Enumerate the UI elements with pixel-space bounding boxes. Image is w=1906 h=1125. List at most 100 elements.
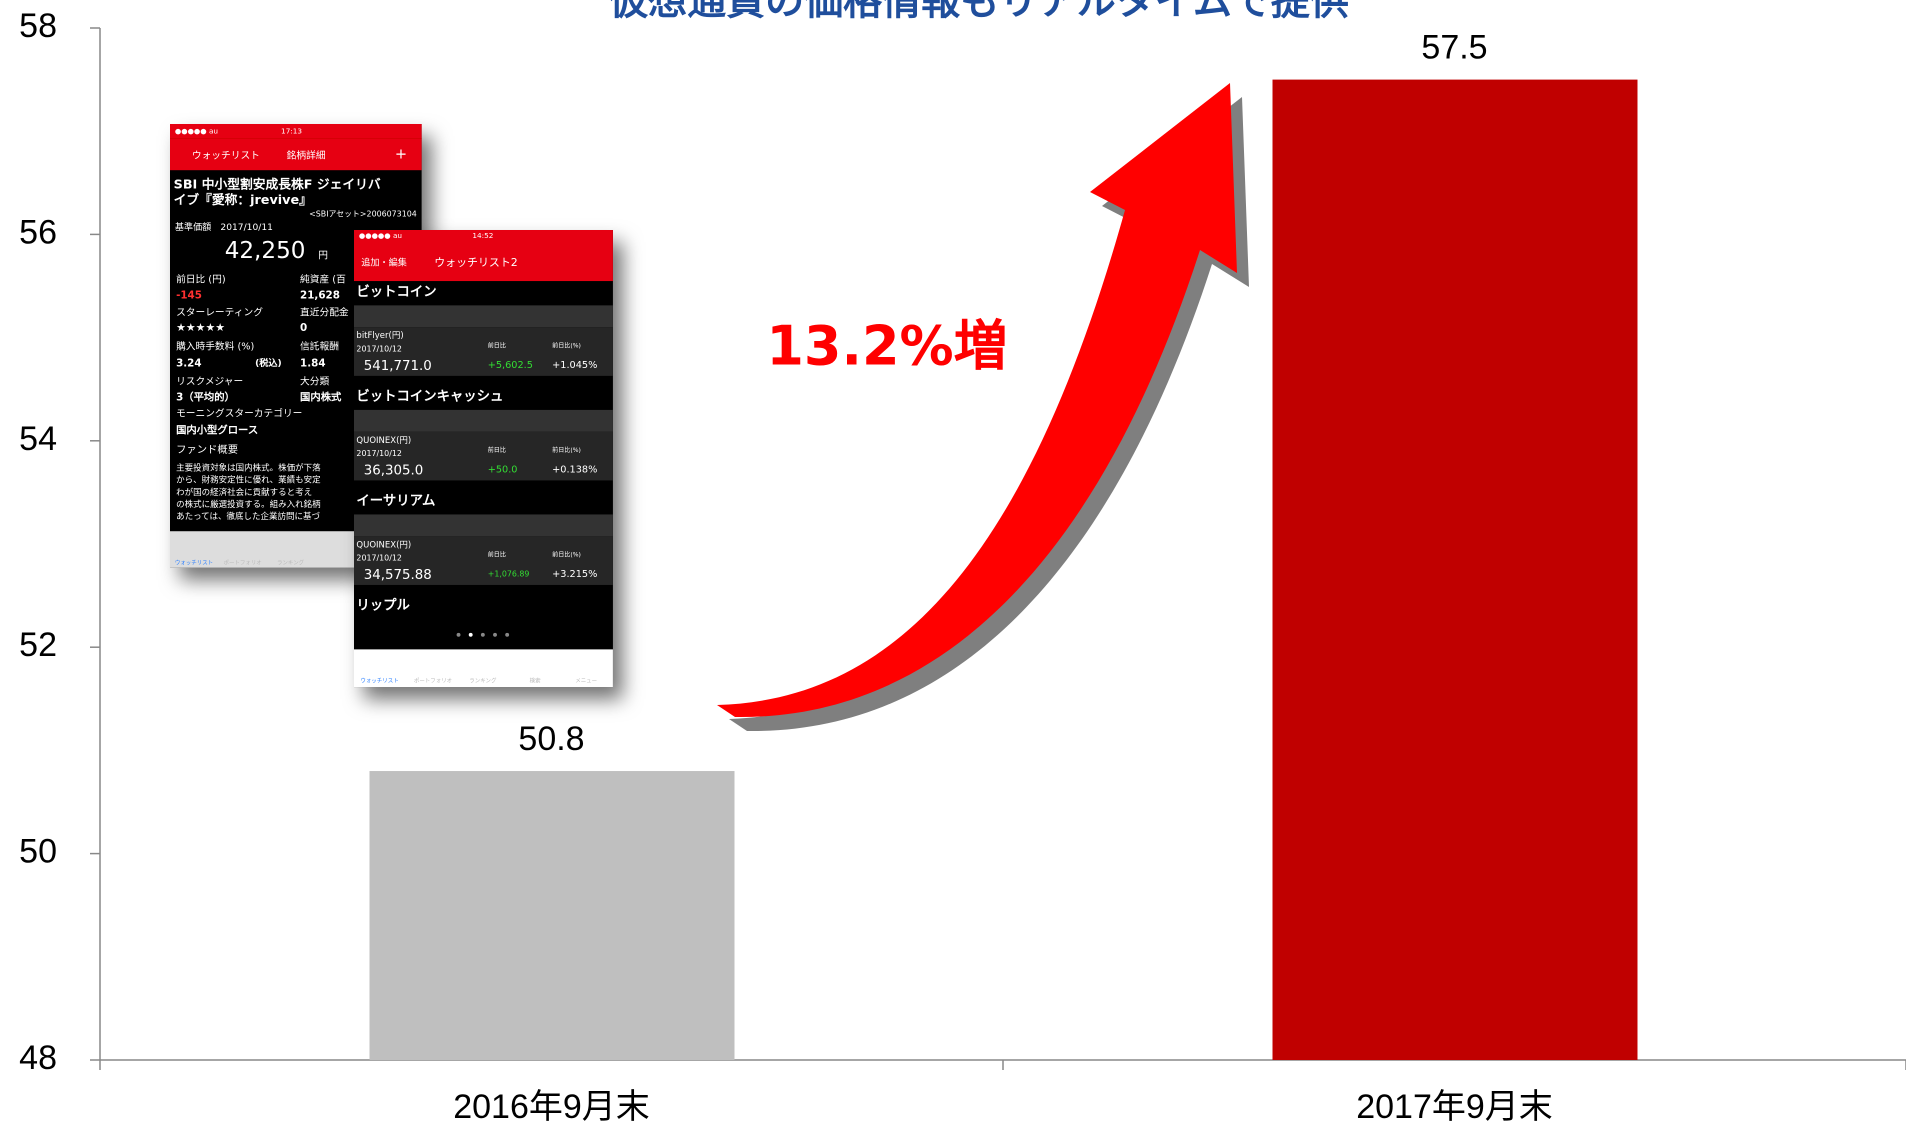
screenshot-text: 前日比: [488, 341, 506, 349]
screenshot-text: 前日比 (円): [176, 273, 226, 286]
screenshot-text: QUOINEX(円): [356, 540, 411, 550]
nav-bar: [170, 124, 422, 171]
value-label: 57.5: [1421, 29, 1487, 67]
screenshot-text: の株式に厳選投資する。組み入れ銘柄: [176, 499, 321, 510]
screenshot-text: +50.0: [488, 464, 518, 475]
tab-bar: [354, 649, 613, 688]
screenshot-text: 21,628: [300, 289, 340, 301]
screenshot-text: ランキング: [277, 558, 305, 566]
value-label: 50.8: [518, 720, 584, 758]
row: [354, 327, 613, 376]
screenshot-text: 前日比: [488, 446, 506, 454]
screenshot-text: 円: [318, 250, 328, 261]
nav-bar: [354, 230, 613, 282]
screenshot-text: ビットコイン: [356, 284, 436, 300]
screenshot-text: 前日比(%): [552, 341, 581, 349]
screenshot-text: リップル: [356, 598, 410, 614]
screenshot-text: 追加・編集: [361, 256, 407, 268]
screenshot-text: ランキング: [469, 676, 497, 684]
screenshot-text: 42,250: [225, 238, 306, 264]
screenshot-text: +: [395, 145, 407, 162]
screenshot-text: 直近分配金: [300, 305, 349, 318]
screenshot-text: bitFlyer(円): [356, 331, 403, 341]
screenshot-text: メニュー: [575, 677, 597, 684]
screenshot-text: +1,076.89: [488, 570, 530, 579]
x-tick-label: 2016年9月末: [453, 1088, 650, 1125]
screenshot-text: わが国の経済社会に貢献すると考え: [176, 487, 312, 498]
screenshot-text: 購入時手数料 (%): [176, 339, 254, 352]
y-tick-label: 50: [19, 833, 57, 871]
screenshot-text: ファンド概要: [176, 443, 238, 456]
screenshot-text: リスクメジャー: [176, 376, 243, 388]
screenshot-text: QUOINEX(円): [356, 436, 411, 446]
screenshot-text: 国内小型グロース: [176, 423, 258, 436]
y-tick-label: 54: [19, 420, 57, 458]
row: [354, 431, 613, 481]
screenshot-text: 36,305.0: [364, 464, 424, 479]
y-tick-label: 48: [19, 1039, 57, 1077]
screenshot-text: -145: [176, 289, 202, 301]
screenshot-text: ビットコインキャッシュ: [356, 389, 503, 405]
y-tick-label: 52: [19, 626, 57, 664]
screenshot-text: ポートフォリオ: [414, 677, 452, 684]
screenshot-text: スターレーティング: [176, 305, 263, 318]
screenshot-text: ★★★★★: [176, 321, 225, 334]
screenshot-text: あたっては、徹底した企業訪問に基づ: [176, 511, 320, 522]
growth-arrow: [717, 83, 1249, 732]
screenshot-text: (税込): [255, 357, 282, 369]
screenshot-text: モーニングスターカテゴリー: [176, 406, 302, 419]
bar: [369, 771, 735, 1060]
screenshot-text: 3（平均的）: [176, 391, 235, 404]
screenshot-text: 3.24: [176, 357, 201, 369]
screenshot-text: 34,575.88: [364, 568, 432, 583]
screenshot-text: ウォッチリスト2: [434, 256, 518, 269]
row: [354, 536, 613, 585]
screenshot-text: 前日比(%): [552, 551, 581, 559]
screenshot-text: イブ『愛称：jrevive』: [174, 192, 312, 208]
screenshot-text: イーサリアム: [356, 493, 435, 509]
screenshot-text: +0.138%: [552, 464, 597, 475]
screenshot-text: 0: [300, 322, 307, 334]
screenshot-text: 国内株式: [300, 391, 342, 404]
band: [354, 305, 613, 328]
screenshot-text: +1.045%: [552, 360, 597, 371]
screenshot-text: ポートフォリオ: [223, 559, 261, 566]
screenshot-text: 1.84: [300, 357, 325, 369]
screenshot-text: 検索: [530, 676, 541, 684]
screenshot-text: 17:13: [281, 126, 302, 135]
screenshot-text: SBI 中小型割安成長株F ジェイリバ: [174, 176, 381, 192]
bar: [1272, 79, 1638, 1061]
screenshot-text: +3.215%: [552, 569, 597, 580]
screenshot-text: 信託報酬: [300, 339, 339, 352]
screenshot-text: 純資産 (百: [300, 273, 346, 286]
screenshot-text: 2017/10/12: [356, 554, 401, 563]
screenshot-text: 前日比: [488, 551, 506, 559]
screenshot-text: 2017/10/12: [356, 449, 401, 458]
screenshot-text: <SBIアセット>2006073104: [309, 209, 417, 218]
screenshot-text: 2017/10/12: [356, 345, 401, 354]
screenshot-text: 基準価額 2017/10/11: [175, 221, 273, 233]
screenshot-text: 大分類: [300, 375, 329, 388]
annotation: 13.2%増: [766, 315, 1007, 378]
screenshot-text: から、財務安定性に優れ、業績も安定: [176, 475, 321, 486]
screenshot-text: +5,602.5: [488, 360, 533, 371]
screenshot-text: ウォッチリスト: [360, 676, 398, 684]
chart-title: 仮想通貨の価格情報もリアルタイムで提供: [608, 0, 1349, 25]
phone-screenshot: ●●●●● au 14:52 追加・編集 ウォッチリスト2 ビットコイン bitFlyer…: [354, 230, 613, 688]
screenshot-text: ウォッチリスト: [175, 558, 213, 566]
screenshot-text: 541,771.0: [364, 359, 432, 374]
screenshot-text: ウォッチリスト: [192, 150, 260, 162]
screenshot-text: 前日比(%): [552, 446, 581, 454]
band: [354, 514, 613, 537]
screenshot-text: 主要投資対象は国内株式。株価が下落: [176, 463, 321, 474]
screenshot-text: ●●●●● au: [175, 126, 218, 135]
screenshot-text: ●●●●● au: [359, 231, 402, 240]
x-tick-label: 2017年9月末: [1356, 1088, 1553, 1125]
band: [354, 409, 613, 432]
y-tick-label: 58: [19, 7, 57, 45]
y-tick-label: 56: [19, 213, 57, 251]
screenshot-text: 14:52: [472, 231, 493, 240]
screenshot-text: 銘柄詳細: [287, 149, 326, 162]
